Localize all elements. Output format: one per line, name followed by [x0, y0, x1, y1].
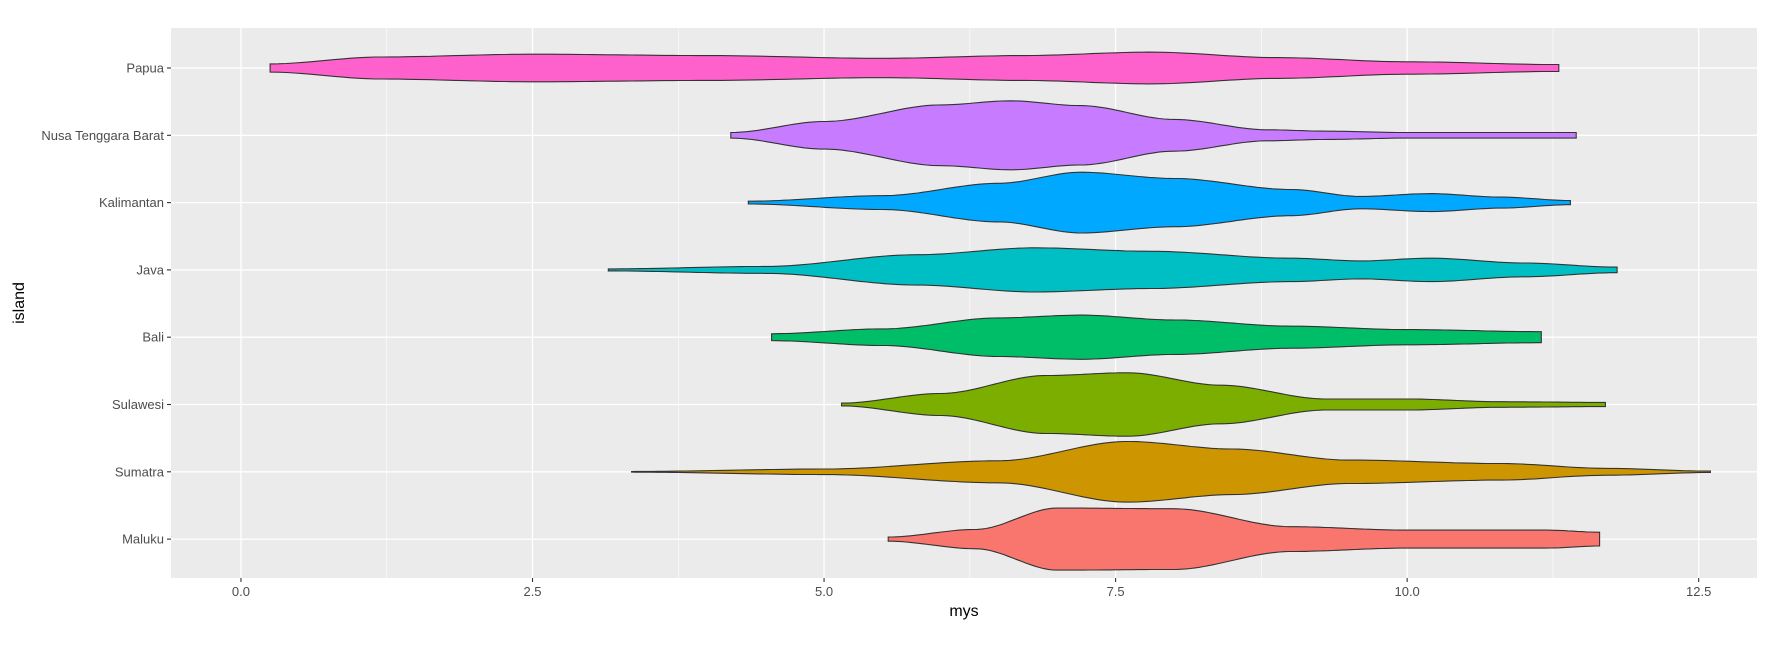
- violin-sulawesi: [841, 372, 1606, 437]
- violin-kalimantan: [747, 171, 1571, 234]
- x-tick-label: 5.0: [815, 584, 833, 599]
- x-tick-label: 10.0: [1394, 584, 1419, 599]
- y-tick-label-papua: Papua: [126, 61, 164, 76]
- y-tick-label-bali: Bali: [142, 330, 164, 345]
- violin-maluku: [887, 507, 1601, 571]
- x-axis: 0.0 2.5 5.0 7.5 10.0 12.5: [232, 578, 1711, 599]
- x-axis-title: mys: [949, 603, 978, 620]
- y-axis: Papua Nusa Tenggara Barat Kalimantan Java Ba…: [41, 61, 171, 547]
- y-tick-label-sumatra: Sumatra: [115, 464, 165, 479]
- violin-java: [607, 247, 1618, 293]
- y-tick-label-maluku: Maluku: [122, 532, 164, 547]
- y-tick-label-kalimantan: Kalimantan: [99, 195, 164, 210]
- y-tick-label-java: Java: [137, 262, 165, 277]
- y-tick-label-nusa-tenggara-barat: Nusa Tenggara Barat: [41, 128, 164, 143]
- violin-nusa-tenggara-barat: [730, 100, 1577, 171]
- x-tick-label: 7.5: [1107, 584, 1125, 599]
- violin-sumatra: [631, 440, 1711, 503]
- x-tick-label: 2.5: [523, 584, 541, 599]
- violin-layer: [269, 51, 1711, 571]
- x-tick-label: 12.5: [1686, 584, 1711, 599]
- x-tick-label: 0.0: [232, 584, 250, 599]
- violin-papua: [269, 51, 1560, 85]
- violin-bali: [771, 314, 1542, 360]
- y-tick-label-sulawesi: Sulawesi: [112, 397, 164, 412]
- y-axis-title: island: [11, 282, 28, 324]
